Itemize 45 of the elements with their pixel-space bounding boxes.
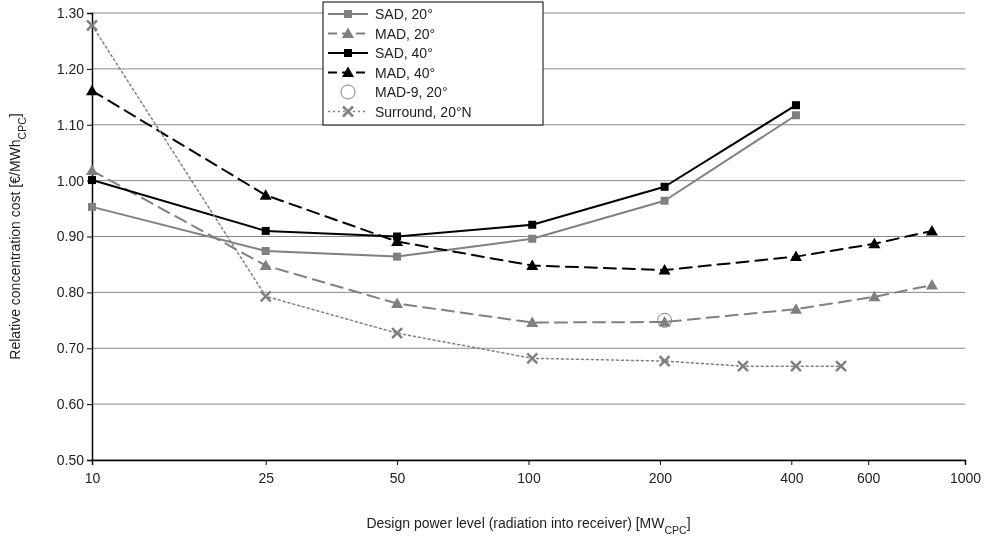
y-tick-label: 1.10 [56,116,85,133]
x-axis-title: Design power level (radiation into receiver) [MW$_{CPC}$] [366,515,691,536]
legend-label: MAD, 40° [375,64,436,81]
y-tick-label: 0.90 [56,228,85,245]
x-tick-label: 600 [856,470,881,487]
point [259,259,272,271]
legend-label: SAD, 20° [375,6,433,22]
legend-label: MAD-9, 20° [375,84,448,100]
point [791,111,800,120]
point [660,196,669,205]
point [390,326,404,340]
x-tick-label: 10 [84,470,101,487]
legend-label: SAD, 40° [375,45,433,61]
point [528,234,537,243]
point [261,226,270,235]
point [526,259,539,271]
legend-label: Surround, 20°N [375,103,472,120]
point [526,352,539,365]
point [660,182,669,191]
point [658,354,671,368]
point [528,220,537,229]
point [791,101,800,110]
point [259,189,272,200]
y-tick-label: 1.30 [56,4,85,21]
point [789,250,802,262]
point [526,316,539,328]
y-tick-label: 0.50 [56,451,85,468]
point [261,247,270,256]
legend-label: MAD, 20° [375,25,436,42]
x-tick-label: 1000 [949,470,982,487]
point [393,252,402,261]
point [789,303,802,314]
y-tick-label: 1.20 [56,60,85,77]
x-tick-label: 25 [258,470,275,487]
y-tick-label: 0.70 [56,340,85,357]
x-tick-label: 200 [648,470,673,487]
point [391,297,404,309]
x-tick-label: 100 [517,470,541,487]
point [658,264,671,275]
y-tick-label: 1.00 [56,172,85,189]
x-tick-label: 400 [780,470,804,487]
y-tick-label: 0.60 [56,396,85,413]
point [259,290,272,303]
y-tick-label: 0.80 [56,284,85,301]
x-tick-label: 50 [389,470,406,487]
